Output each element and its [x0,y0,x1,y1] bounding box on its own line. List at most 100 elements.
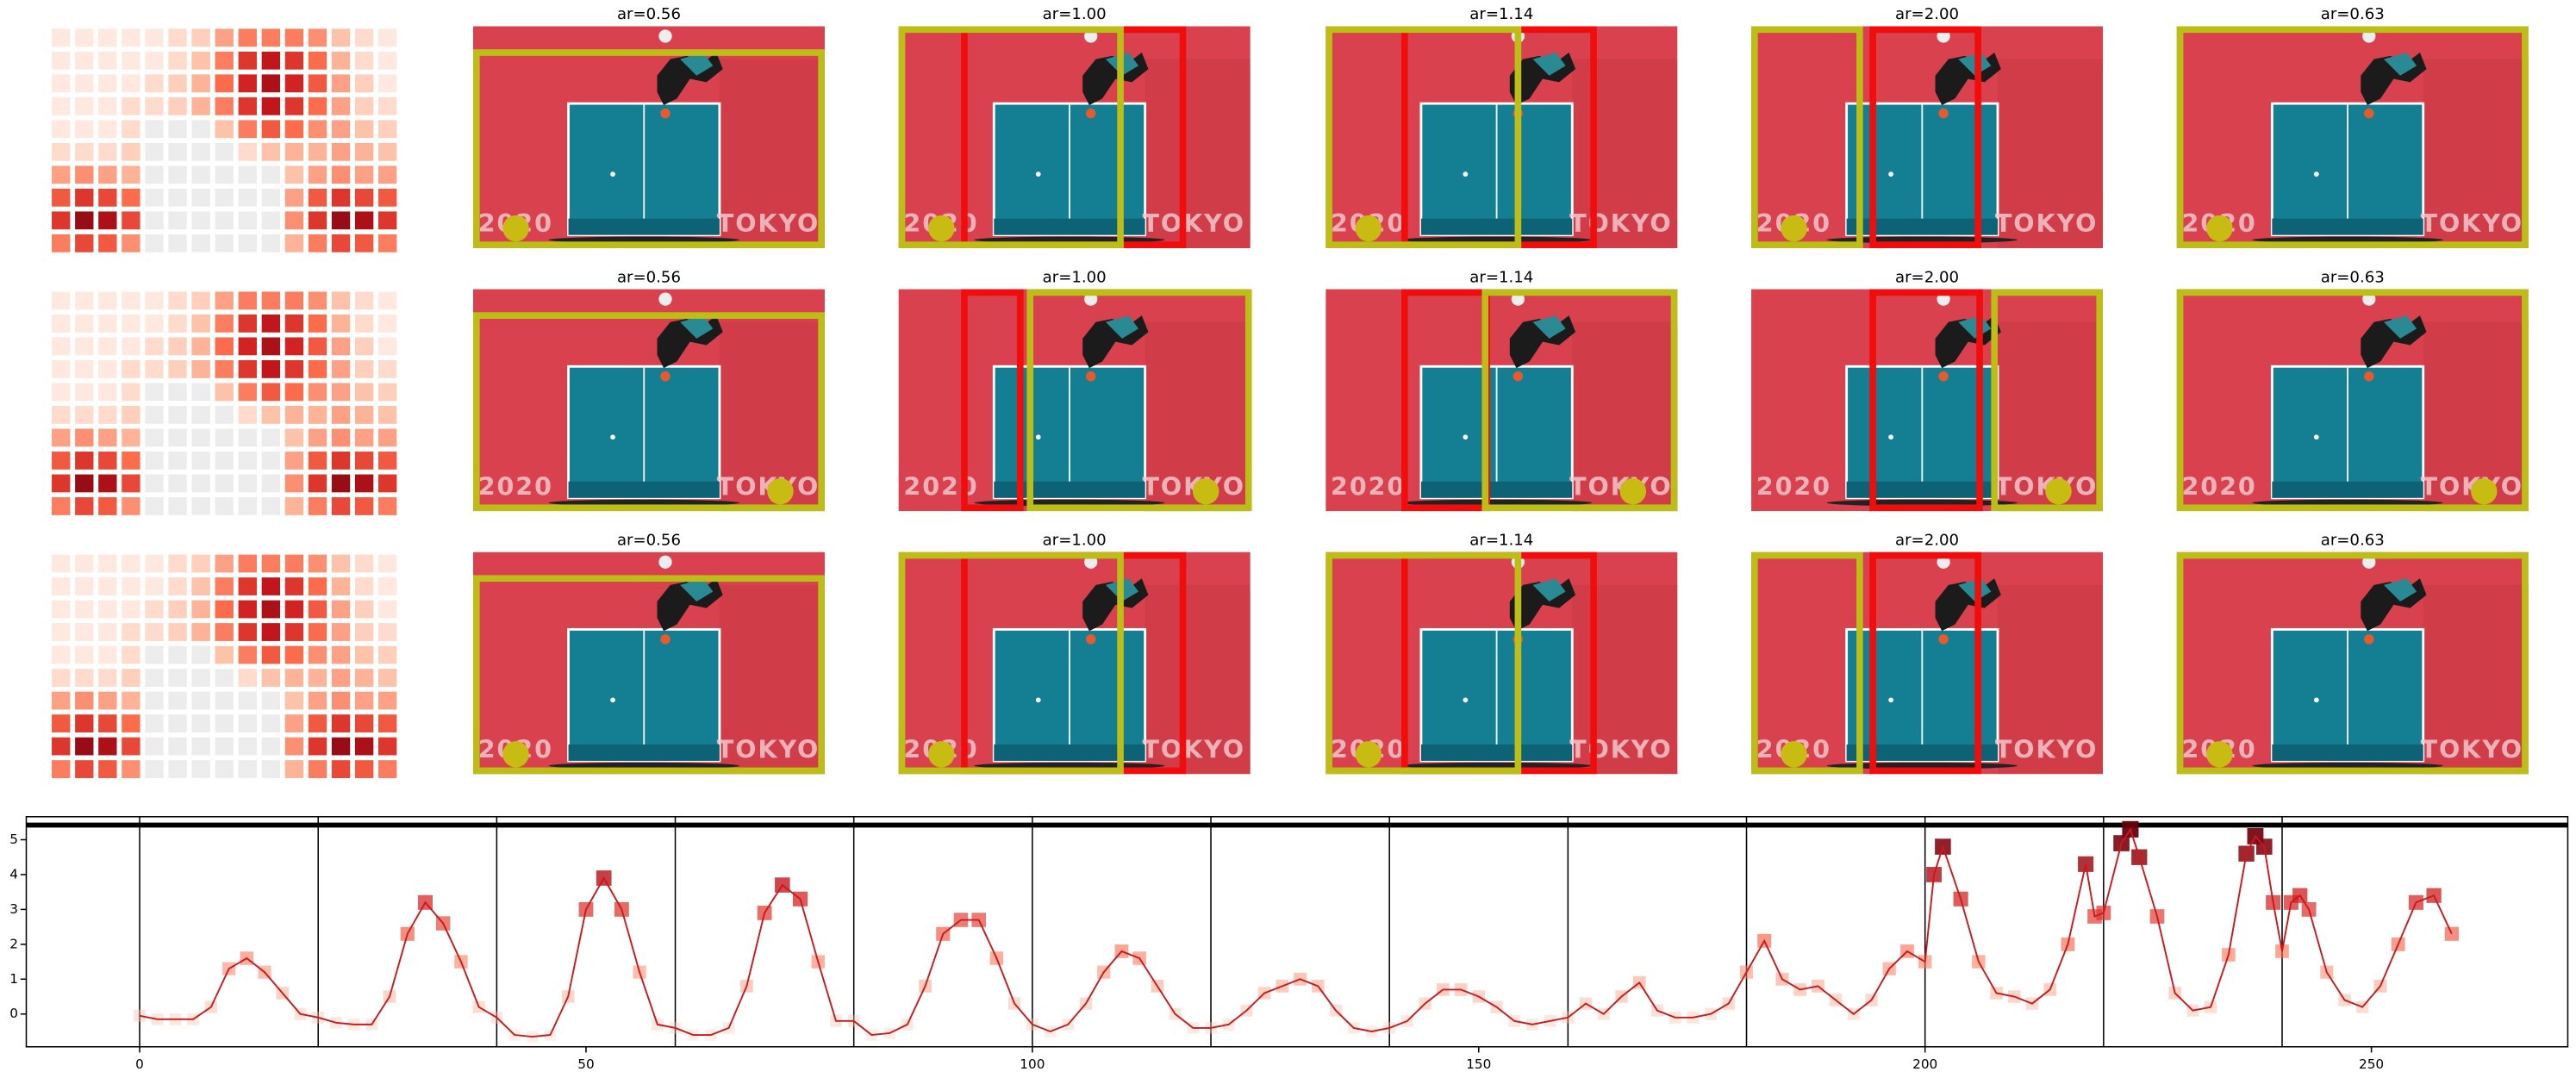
heatmap-cell [308,760,327,778]
heatmap-cell [308,337,327,356]
yellow-box [898,26,1124,248]
panel-title: ar=1.00 [1043,5,1107,23]
heatmap-cell [191,474,210,493]
ball [610,697,615,703]
photo: 2020TOKYO [1325,26,1678,248]
heatmap-cell [331,97,351,115]
panel-title: ar=0.63 [2321,268,2385,286]
heatmap-cell [145,737,164,756]
heatmap-cell [75,737,94,756]
heatmap-cell [191,691,210,710]
heatmap-cell [378,165,397,184]
heatmap-cell [98,165,117,184]
heatmap-cell [378,428,397,447]
heatmap-cell [284,120,304,139]
heatmap-cell [378,315,397,333]
shoe [2364,634,2374,645]
heatmap-cell [191,360,210,378]
heatmap-cell [284,28,304,47]
heatmap-cell [331,645,351,664]
heatmap-cell [75,383,94,402]
series-line [139,827,2453,1037]
marker-dot [2471,477,2498,505]
heatmap-cell [122,74,140,93]
heatmap-cell [52,315,71,333]
heatmap-cell [238,452,257,470]
heatmap-cell [52,188,71,207]
heatmap-cell [331,669,351,687]
shoe [1511,292,1525,306]
heatmap-cell [98,645,117,664]
table-net [568,218,720,235]
heatmap-cell [122,577,140,595]
table-net [994,218,1145,235]
heatmap-cell [354,383,374,402]
heatmap-cell [261,497,281,515]
heatmap-cell [331,51,351,70]
player-shirt [2383,315,2417,339]
heatmap-cell [308,315,327,333]
heatmap-cell [284,691,304,710]
photo-text: TOKYO [1995,735,2098,764]
table-net [2272,744,2423,761]
heatmap-cell [378,360,397,378]
heatmap-cell [354,760,374,778]
heatmap-cell [52,554,71,573]
heatmap-cell [168,600,187,619]
heatmap-cell [122,97,140,115]
heatmap-cell [52,142,71,161]
heatmap-cell [261,142,281,161]
heatmap-cell [98,714,117,732]
heatmap-cell [238,760,257,778]
heatmap-cell [284,165,304,184]
heatmap-cell [284,623,304,641]
heatmap-cell [378,737,397,756]
floor-shade [1998,59,2103,248]
heatmap-cell [145,497,164,515]
heatmap-cell [168,669,187,687]
heatmap-cell [215,74,234,93]
heatmap-cell [145,97,164,115]
ball [1035,697,1041,703]
x-tick-label: 50 [577,1056,594,1072]
x-tick-label: 100 [1020,1056,1045,1072]
heatmap-cell [52,28,71,47]
heatmap-cell [238,383,257,402]
heatmap-cell [308,737,327,756]
heatmap-cell [52,645,71,664]
heatmap-cell [168,737,187,756]
heatmap-cell [191,188,210,207]
heatmap-cell [191,554,210,573]
heatmap-cell [215,577,234,595]
ball [610,171,615,178]
heatmap-cell [284,406,304,424]
player-shirt [1532,578,1566,601]
heatmap-cell [308,74,327,93]
heatmap-cell [308,645,327,664]
heatmap-cell [145,51,164,70]
heatmap-cell [215,165,234,184]
marker-dot [2206,215,2233,242]
red-box [1869,289,1983,512]
heatmap-cell [122,211,140,230]
heatmap-cell [191,669,210,687]
heatmap-cell [52,165,71,184]
heatmap-cell [378,474,397,493]
heatmap-cell [308,623,327,641]
heatmap-cell [284,554,304,573]
heatmap-cell [98,291,117,310]
heatmap-cell [168,623,187,641]
red-box [1869,551,1981,775]
heatmap-cell [122,714,140,732]
heatmap-cell [191,645,210,664]
heatmap-cell [122,600,140,619]
marker-dot [1192,477,1219,505]
table-net [568,744,720,761]
heatmap-cell [378,188,397,207]
table-net [568,481,720,498]
heatmap-cell [261,211,281,230]
photo-text: TOKYO [1569,471,1672,501]
heatmap-cell [98,474,117,493]
panel-title: ar=2.00 [1895,268,1959,286]
heatmap-cell [168,291,187,310]
